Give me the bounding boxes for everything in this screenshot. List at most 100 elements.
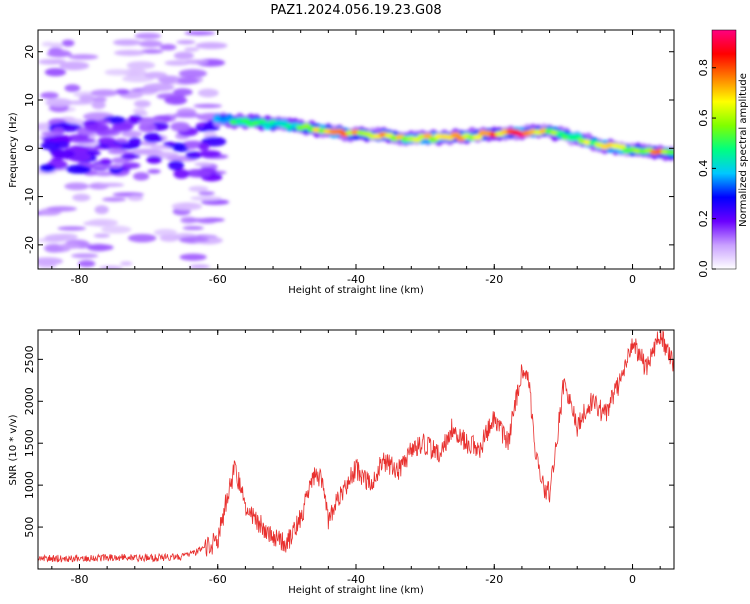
heatmap-blob bbox=[120, 261, 133, 266]
heatmap-blob bbox=[168, 160, 185, 171]
heatmap-blob bbox=[121, 162, 141, 169]
spectrogram-x-ticks: -80 -60 -40 -20 0 bbox=[51, 30, 661, 286]
spectrogram-y-axis-label: Frequency (Hz) bbox=[8, 112, 19, 188]
heatmap-blob bbox=[146, 155, 162, 164]
snr-y-ticks: 500 1000 1500 2000 2500 bbox=[23, 345, 674, 538]
heatmap-blob bbox=[68, 54, 99, 60]
spectrogram-heatmap bbox=[38, 30, 674, 269]
heatmap-blob bbox=[177, 77, 199, 85]
snr-y-tick-label: 500 bbox=[23, 517, 36, 538]
snr-x-tick-label: -80 bbox=[70, 573, 88, 586]
spectrogram-y-tick-label: -20 bbox=[23, 236, 36, 254]
heatmap-blob bbox=[149, 136, 163, 142]
heatmap-blob bbox=[127, 233, 157, 243]
heatmap-blob bbox=[72, 193, 91, 202]
snr-x-tick-label: 0 bbox=[629, 573, 636, 586]
heatmap-blob bbox=[147, 169, 161, 174]
heatmap-blob bbox=[198, 150, 222, 158]
heatmap-blob bbox=[179, 253, 207, 261]
heatmap-blob bbox=[185, 168, 212, 178]
heatmap-blob bbox=[134, 32, 162, 40]
heatmap-blob bbox=[178, 69, 208, 78]
snr-y-tick-label: 2000 bbox=[23, 387, 36, 415]
spectrogram-y-tick-label: 20 bbox=[23, 45, 36, 59]
heatmap-blob bbox=[94, 171, 114, 177]
snr-panel: -80 -60 -40 -20 0 500 1000 1500 2000 2500 Height… bbox=[8, 329, 675, 596]
heatmap-blob bbox=[99, 265, 123, 269]
snr-y-axis-label: SNR (10 * v/v) bbox=[8, 414, 19, 485]
heatmap-blob bbox=[173, 169, 190, 179]
heatmap-blob bbox=[113, 49, 146, 56]
snr-x-ticks: -80 -60 -40 -20 0 bbox=[51, 330, 661, 586]
heatmap-blob bbox=[185, 151, 202, 159]
heatmap-blob bbox=[198, 142, 210, 151]
heatmap-blob bbox=[138, 119, 155, 126]
snr-frame bbox=[37, 329, 675, 570]
heatmap-blob bbox=[134, 111, 148, 117]
heatmap-blob bbox=[159, 44, 177, 51]
snr-x-tick-label: -40 bbox=[347, 573, 365, 586]
heatmap-blob bbox=[41, 131, 64, 136]
heatmap-blob bbox=[153, 228, 178, 237]
heatmap-blob bbox=[163, 141, 176, 147]
heatmap-blob bbox=[54, 233, 78, 241]
snr-x-tick-label: -60 bbox=[209, 573, 227, 586]
heatmap-blob bbox=[38, 59, 64, 65]
heatmap-blob bbox=[97, 182, 125, 187]
heatmap-blob bbox=[91, 97, 107, 103]
heatmap-blob bbox=[59, 61, 90, 71]
heatmap-blob bbox=[176, 40, 196, 45]
heatmap-blob bbox=[170, 121, 191, 132]
snr-x-tick-label: -20 bbox=[485, 573, 503, 586]
heatmap-blob bbox=[40, 91, 59, 99]
heatmap-blob bbox=[193, 103, 223, 109]
heatmap-blob bbox=[184, 59, 209, 65]
heatmap-blob bbox=[127, 195, 144, 202]
heatmap-blob bbox=[173, 51, 194, 60]
snr-y-tick-label: 1000 bbox=[23, 471, 36, 499]
heatmap-blob bbox=[45, 98, 73, 108]
heatmap-blob bbox=[41, 41, 55, 47]
heatmap-blob bbox=[138, 40, 163, 48]
heatmap-blob bbox=[194, 162, 212, 167]
heatmap-blob bbox=[133, 100, 151, 108]
heatmap-blob bbox=[51, 149, 76, 159]
spectrogram-x-tick-label: -80 bbox=[70, 273, 88, 286]
colorbar-ticks: 0.0 0.2 0.4 0.6 0.8 bbox=[697, 59, 716, 278]
heatmap-blob bbox=[94, 205, 109, 215]
heatmap-blob bbox=[121, 75, 154, 83]
spectrogram-y-tick-label: -10 bbox=[23, 188, 36, 206]
heatmap-blob bbox=[38, 257, 64, 266]
heatmap-blob bbox=[46, 206, 77, 212]
heatmap-blob bbox=[172, 112, 201, 118]
heatmap-blob bbox=[197, 88, 219, 98]
heatmap-ridge-cell bbox=[666, 149, 674, 156]
heatmap-blob bbox=[138, 122, 157, 133]
heatmap-blob bbox=[107, 149, 128, 155]
heatmap-blob bbox=[99, 158, 112, 166]
heatmap-blob bbox=[68, 134, 90, 140]
heatmap-blob bbox=[108, 164, 122, 169]
heatmap-blob bbox=[113, 39, 142, 46]
heatmap-blob bbox=[39, 163, 56, 173]
heatmap-blob bbox=[180, 218, 207, 223]
snr-y-tick-label: 1500 bbox=[23, 429, 36, 457]
colorbar-label: Normalized spectral amplitude bbox=[738, 73, 749, 227]
heatmap-ridge-cell bbox=[472, 134, 483, 140]
heatmap-blob bbox=[133, 172, 150, 181]
spectrogram-y-tick-label: 10 bbox=[23, 93, 36, 107]
heatmap-blob bbox=[44, 68, 67, 77]
heatmap-blob bbox=[107, 144, 123, 150]
colorbar-tick-label: 0.4 bbox=[697, 160, 710, 178]
spectrogram-x-tick-label: -40 bbox=[347, 273, 365, 286]
heatmap-blob bbox=[191, 237, 210, 242]
colorbar-tick-label: 0.0 bbox=[697, 260, 710, 278]
heatmap-blob bbox=[79, 94, 95, 102]
heatmap-ridge-cell bbox=[572, 134, 583, 141]
heatmap-blob bbox=[87, 244, 114, 251]
heatmap-blob bbox=[140, 49, 164, 54]
heatmap-blob bbox=[65, 164, 89, 174]
heatmap-blob bbox=[144, 71, 168, 79]
